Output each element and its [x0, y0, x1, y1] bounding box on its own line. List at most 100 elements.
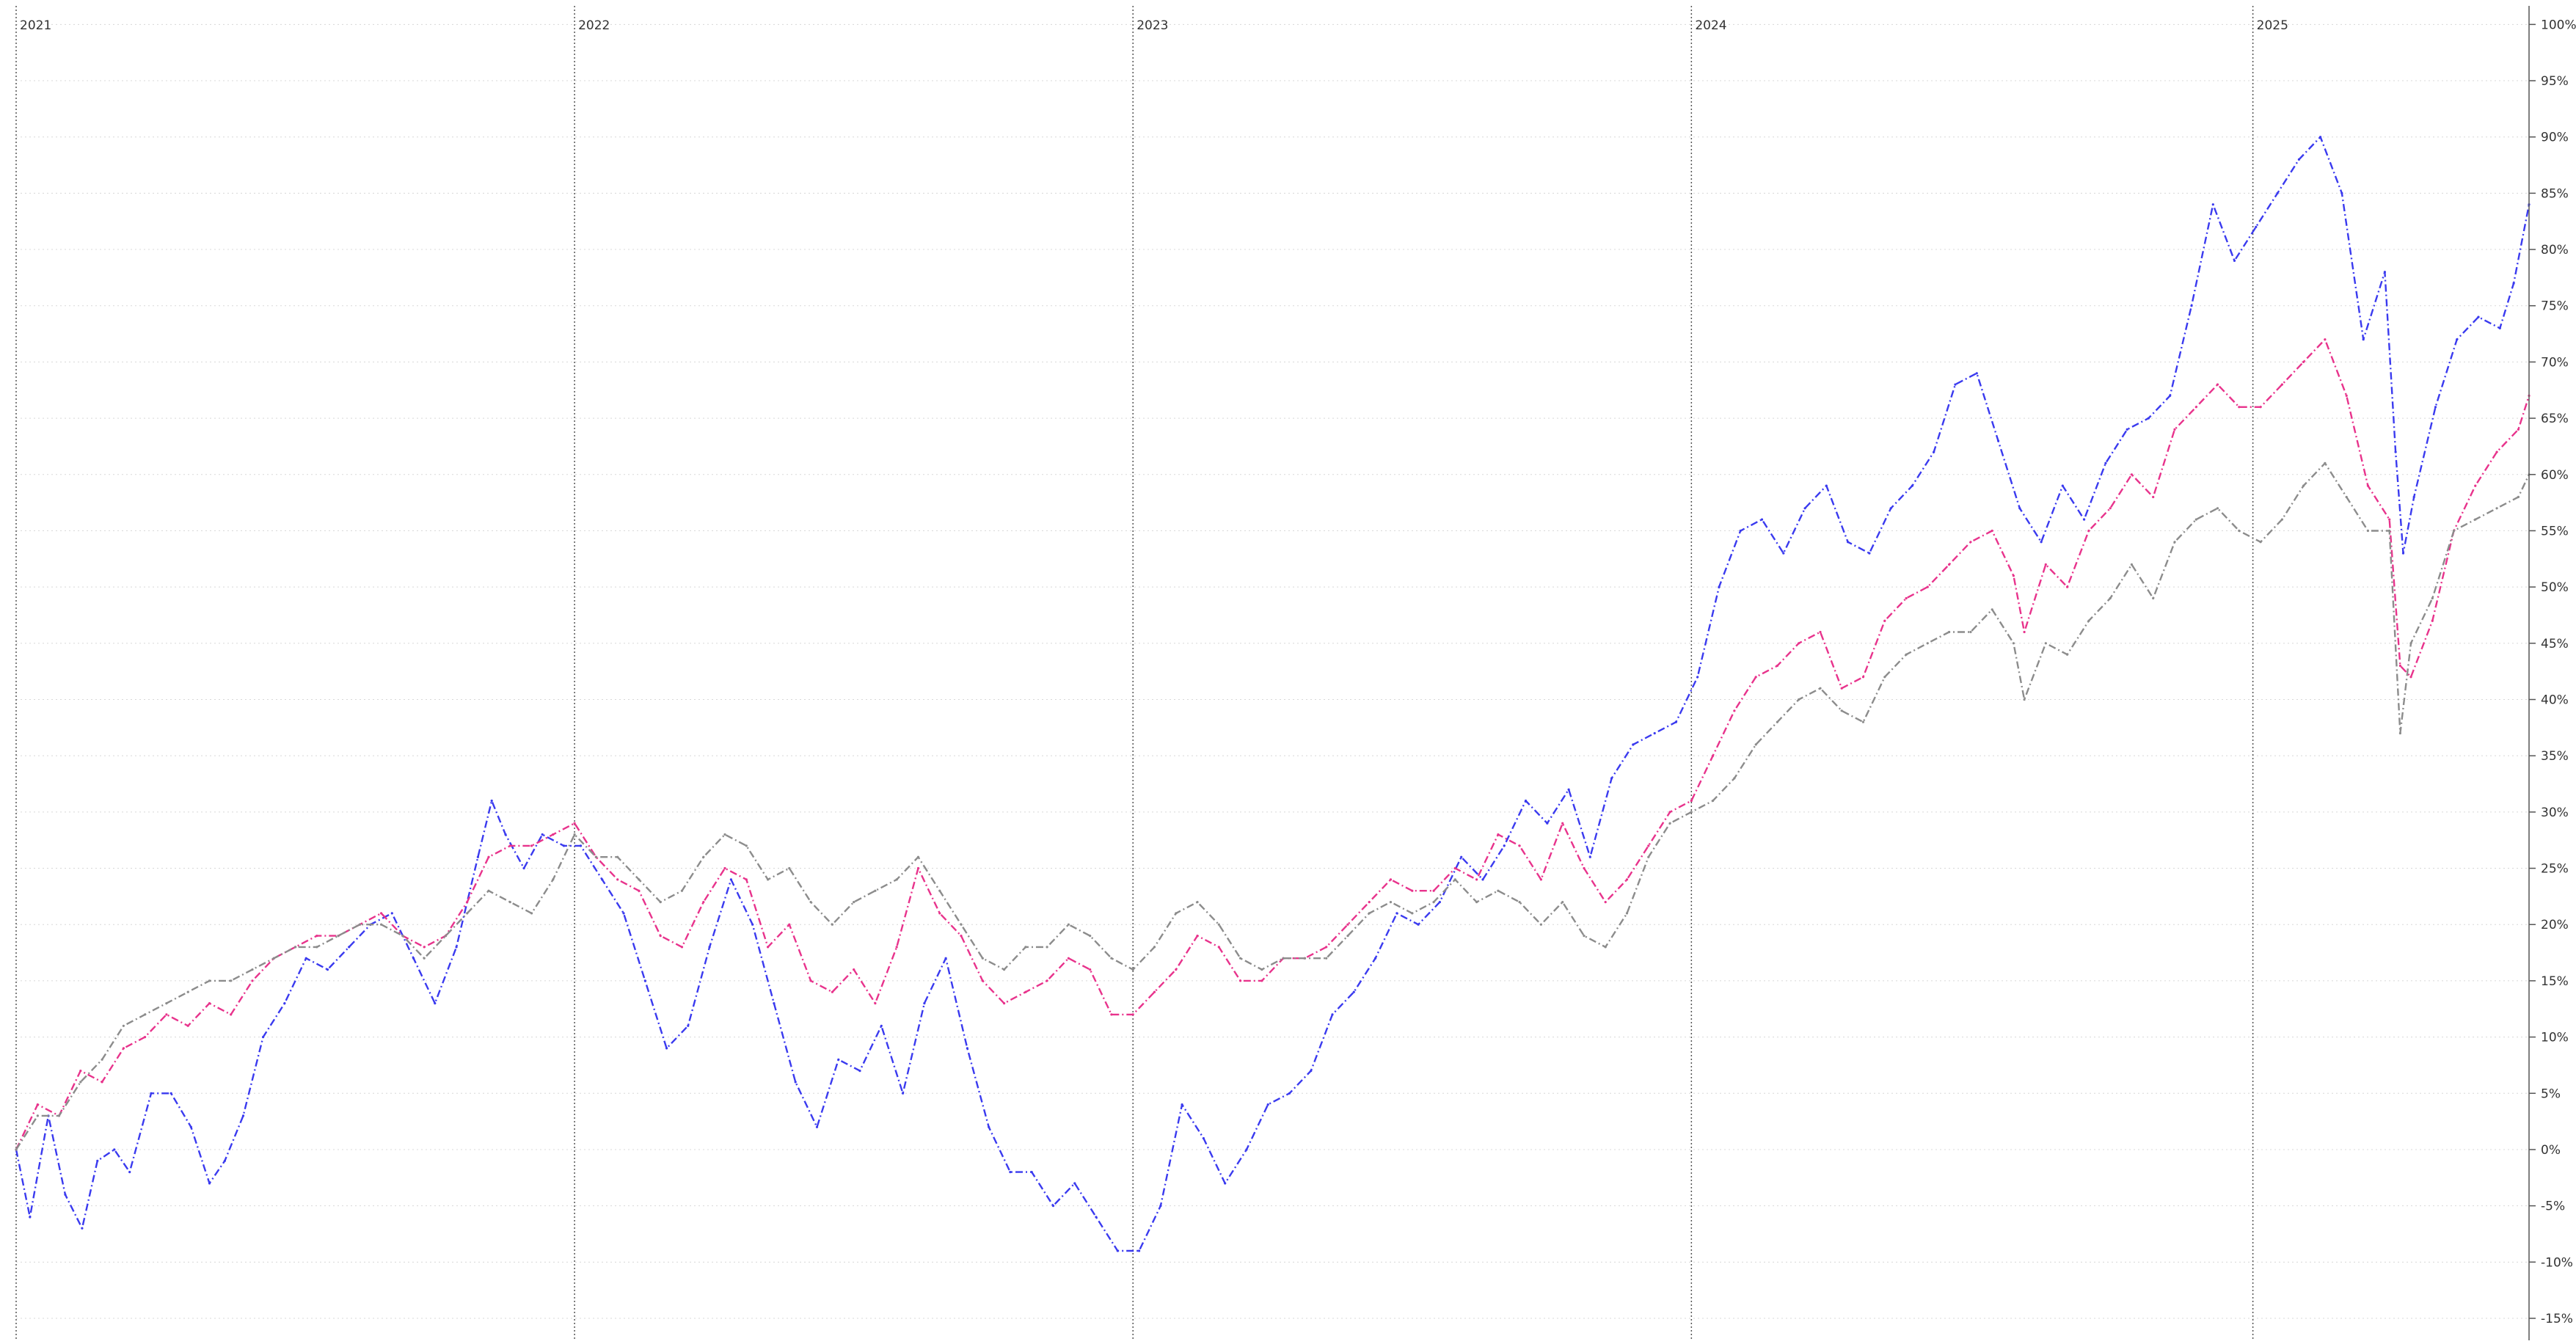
data-point [1712, 754, 1715, 757]
data-point [902, 1092, 905, 1095]
data-point [1954, 383, 1957, 386]
data-point [981, 957, 984, 960]
data-point [1754, 743, 1757, 746]
data-point [616, 855, 619, 858]
data-point [573, 833, 576, 836]
data-point [2340, 191, 2343, 194]
data-point [1905, 653, 1908, 656]
data-point [2211, 203, 2214, 206]
data-point [466, 901, 469, 904]
data-point [1718, 585, 1721, 588]
data-point [2087, 619, 2090, 622]
data-point [1095, 1216, 1098, 1219]
data-point [208, 1182, 211, 1185]
data-point [2362, 338, 2365, 341]
data-point [2388, 529, 2391, 533]
data-point [723, 833, 726, 836]
data-point [1604, 946, 1607, 949]
y-tick-label: 90% [2541, 131, 2569, 145]
data-point [1798, 642, 1800, 645]
data-point [708, 946, 711, 949]
data-point [2012, 574, 2015, 577]
y-tick-label: -10% [2541, 1255, 2573, 1270]
data-point [944, 957, 947, 960]
data-point [723, 866, 726, 870]
data-point [809, 901, 812, 904]
data-point [773, 1002, 776, 1005]
data-point [2474, 484, 2477, 487]
data-point [208, 979, 211, 982]
data-point [1647, 855, 1650, 858]
y-tick-label: 65% [2541, 412, 2569, 426]
data-point [230, 1013, 233, 1016]
data-point [1668, 811, 1671, 814]
data-point [337, 935, 340, 938]
data-point [702, 855, 705, 858]
data-point [751, 923, 754, 926]
data-point [1497, 889, 1500, 892]
data-point [1024, 946, 1027, 949]
y-tick-label: -5% [2541, 1199, 2565, 1214]
data-point [1754, 676, 1757, 679]
data-point [1368, 912, 1371, 915]
data-point [1561, 822, 1564, 825]
data-point [2276, 191, 2279, 194]
data-point [2018, 507, 2021, 510]
data-point [1411, 889, 1414, 892]
data-point [874, 889, 877, 892]
data-point [2345, 495, 2348, 499]
data-point [2147, 417, 2150, 420]
data-point [1632, 743, 1635, 746]
data-point [2194, 518, 2197, 521]
data-point [1417, 923, 1420, 926]
data-point [1067, 957, 1070, 960]
data-point [1159, 1205, 1162, 1208]
data-point [659, 901, 662, 904]
data-point [1303, 957, 1306, 960]
data-point [434, 1002, 437, 1005]
data-point [476, 855, 480, 858]
data-point [1969, 541, 1972, 544]
data-point [466, 912, 469, 915]
data-point [1368, 901, 1371, 904]
data-point [1030, 1171, 1033, 1174]
data-point [702, 901, 705, 904]
year-markers: 2021 2022 2023 2024 2025 [15, 6, 2288, 1340]
data-point [2409, 676, 2412, 679]
data-point [1996, 439, 2000, 442]
data-point [2126, 428, 2128, 431]
data-point [788, 923, 791, 926]
data-point [101, 1081, 103, 1084]
year-label: 2025 [2257, 18, 2288, 33]
data-point [1840, 709, 1843, 712]
data-point [1374, 957, 1377, 960]
data-point [1266, 1103, 1269, 1106]
data-point [1975, 372, 1978, 375]
data-point [2401, 552, 2405, 555]
data-point [1239, 979, 1242, 982]
data-point [815, 1125, 819, 1128]
data-point [1331, 1013, 1334, 1016]
data-point [1782, 552, 1785, 555]
data-point [579, 844, 583, 847]
data-point [128, 1171, 131, 1174]
data-point [1503, 844, 1506, 847]
data-point [2044, 563, 2047, 566]
data-point [573, 822, 576, 825]
data-point [29, 1216, 32, 1219]
data-point [1933, 450, 1935, 453]
y-tick-label: 35% [2541, 749, 2569, 764]
data-point [186, 990, 189, 993]
data-point [358, 923, 361, 926]
data-point [390, 912, 393, 915]
data-point [2398, 664, 2401, 668]
data-point [1883, 619, 1886, 622]
data-point [981, 979, 984, 982]
y-tick-label: 40% [2541, 693, 2569, 708]
data-point [659, 935, 662, 938]
data-point [895, 946, 898, 949]
data-point [262, 1036, 265, 1039]
data-point [2066, 585, 2069, 588]
data-point [412, 957, 415, 960]
data-point [2456, 338, 2459, 341]
